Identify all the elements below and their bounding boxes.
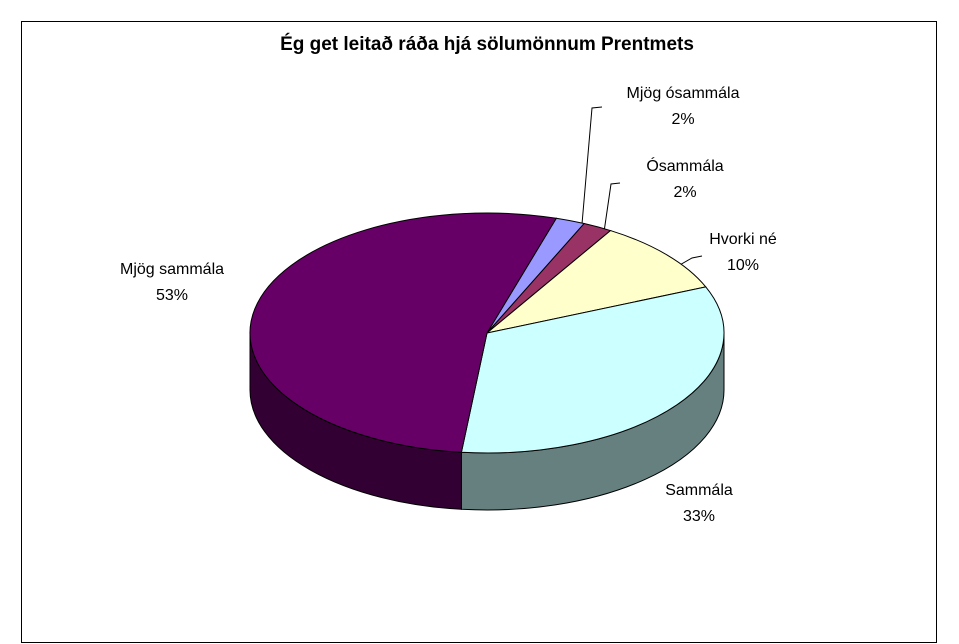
leader-line [603,182,621,233]
slice-label: Ósammála [646,156,723,175]
slice-value-label: 10% [727,257,759,274]
slice-label: Mjög ósammála [627,85,740,102]
chart-title: Ég get leitað ráða hjá sölumönnum Prentm… [280,33,694,55]
slice-value-label: 2% [673,184,696,201]
slice-value-label: 53% [156,287,188,304]
slice-label: Hvorki né [709,231,777,248]
leader-line [581,106,603,225]
slice-value-label: 2% [671,111,694,128]
pie-slice [486,230,707,334]
slice-value-label: 33% [683,508,715,525]
pie-slice [460,286,725,454]
slice-label: Sammála [665,482,733,499]
slice-label: Mjög sammála [120,261,224,278]
pie-slice [249,212,558,453]
